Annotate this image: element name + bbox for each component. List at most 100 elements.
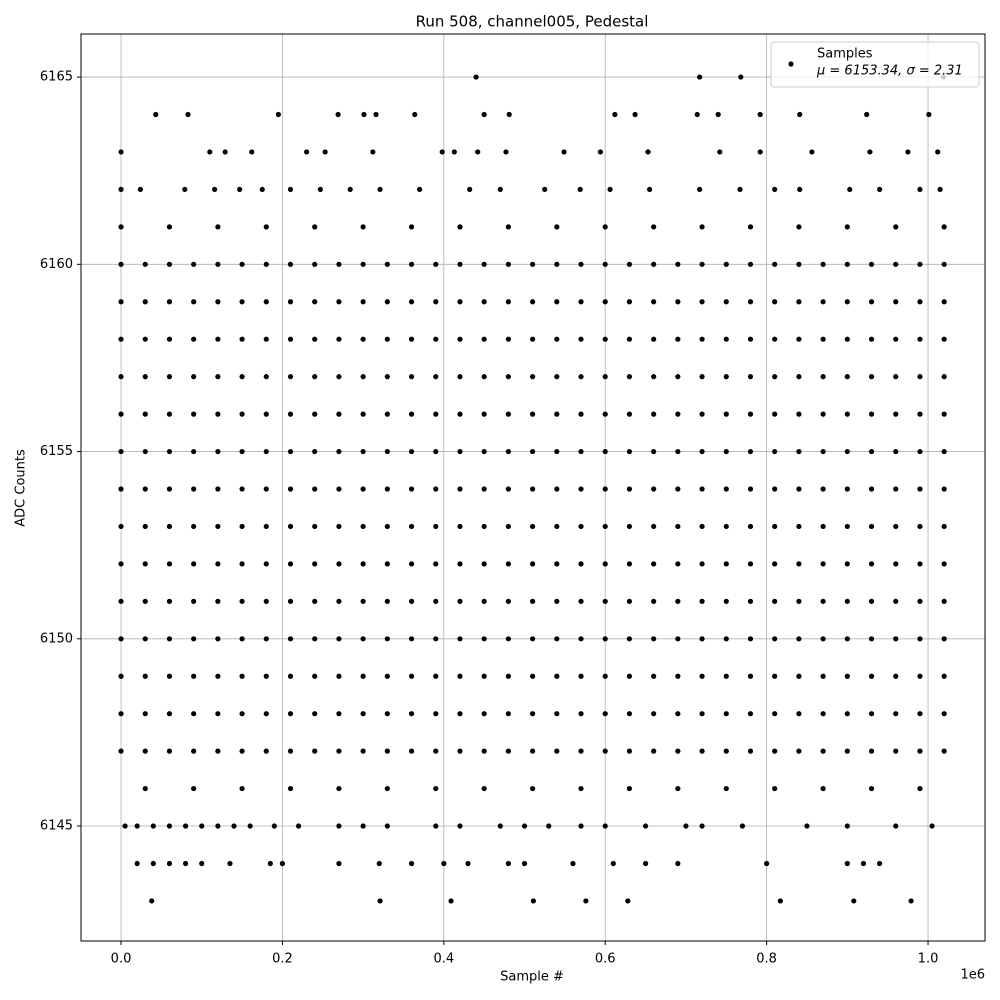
point xyxy=(651,411,657,417)
point xyxy=(820,598,826,604)
point xyxy=(602,748,608,754)
point xyxy=(166,823,173,829)
point xyxy=(142,748,148,754)
point xyxy=(118,636,124,642)
point xyxy=(570,860,576,867)
point xyxy=(651,486,657,492)
point xyxy=(893,711,899,717)
point xyxy=(772,411,778,417)
point xyxy=(118,486,124,492)
point xyxy=(433,823,439,829)
point xyxy=(868,785,875,792)
point xyxy=(360,411,366,417)
point xyxy=(384,411,390,417)
x-tick-label: 0.0 xyxy=(111,952,132,967)
point xyxy=(360,374,366,380)
point xyxy=(844,561,850,567)
point xyxy=(287,711,294,717)
point xyxy=(142,711,148,717)
point xyxy=(941,299,947,305)
point xyxy=(578,636,584,642)
point xyxy=(893,374,899,380)
point xyxy=(747,748,754,754)
point xyxy=(142,411,148,417)
point xyxy=(408,411,415,417)
point xyxy=(796,673,802,679)
point xyxy=(529,673,536,679)
point xyxy=(917,748,923,754)
point xyxy=(747,411,754,417)
point xyxy=(336,299,342,305)
point xyxy=(433,523,439,530)
point xyxy=(505,448,511,455)
point xyxy=(626,636,633,642)
x-tick-label: 0.4 xyxy=(433,952,454,967)
point xyxy=(675,785,681,792)
point xyxy=(122,823,128,829)
point xyxy=(926,111,932,118)
point xyxy=(893,224,899,230)
point xyxy=(675,860,681,867)
point xyxy=(239,598,245,604)
point xyxy=(408,486,415,492)
point xyxy=(626,673,633,679)
point xyxy=(699,673,705,679)
point xyxy=(215,224,221,230)
point xyxy=(312,636,318,642)
point xyxy=(917,561,923,567)
point xyxy=(723,561,729,567)
y-axis-label: ADC Counts xyxy=(14,449,29,527)
point xyxy=(336,860,342,867)
point xyxy=(917,261,923,267)
point xyxy=(433,598,439,604)
point xyxy=(583,898,589,904)
point xyxy=(697,186,703,193)
point xyxy=(505,261,511,267)
point xyxy=(137,186,143,193)
point xyxy=(699,561,705,567)
point xyxy=(521,860,528,867)
point xyxy=(796,224,802,230)
point xyxy=(239,299,245,305)
point xyxy=(215,636,221,642)
point xyxy=(215,411,221,417)
point xyxy=(941,598,947,604)
point xyxy=(529,374,536,380)
point xyxy=(723,486,729,492)
point xyxy=(868,636,875,642)
point xyxy=(360,486,366,492)
point xyxy=(917,186,923,193)
point xyxy=(820,448,826,455)
point xyxy=(451,149,457,155)
point xyxy=(433,336,439,342)
point xyxy=(295,823,302,829)
point xyxy=(844,411,850,417)
point xyxy=(191,411,197,417)
point xyxy=(772,636,778,642)
point xyxy=(699,261,705,267)
point xyxy=(239,374,245,380)
point xyxy=(457,374,463,380)
point xyxy=(868,561,875,567)
point xyxy=(497,186,503,193)
point xyxy=(675,411,681,417)
point xyxy=(697,74,703,80)
point xyxy=(360,598,366,604)
point xyxy=(384,673,390,679)
point xyxy=(118,448,124,455)
point xyxy=(772,748,778,754)
point xyxy=(820,785,826,792)
point xyxy=(935,149,941,155)
point xyxy=(118,299,124,305)
point xyxy=(917,636,923,642)
point xyxy=(481,261,487,267)
point xyxy=(626,336,633,342)
point xyxy=(271,823,277,829)
point xyxy=(578,261,584,267)
point xyxy=(723,411,729,417)
point xyxy=(820,561,826,567)
point xyxy=(602,598,608,604)
point xyxy=(142,486,148,492)
point xyxy=(142,673,148,679)
point xyxy=(142,261,148,267)
